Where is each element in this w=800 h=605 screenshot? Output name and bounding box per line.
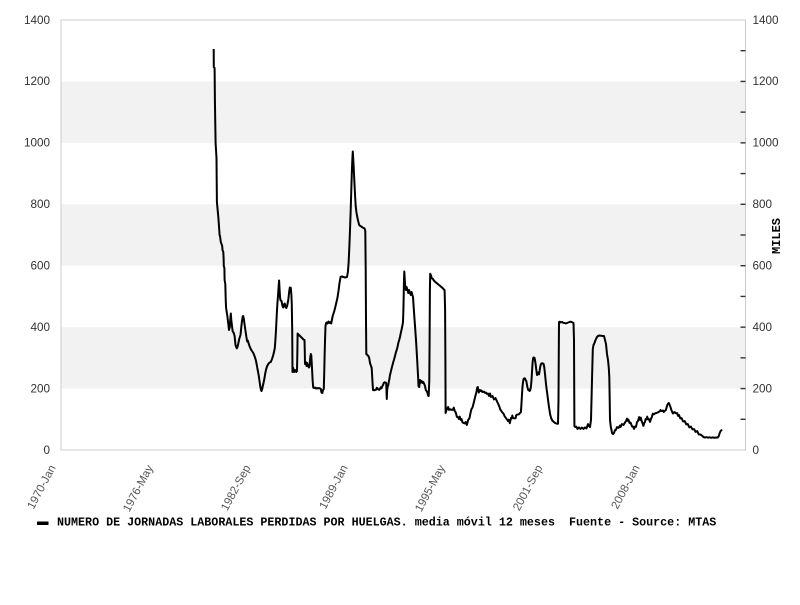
svg-text:1200: 1200: [753, 75, 780, 88]
svg-text:1200: 1200: [24, 75, 51, 88]
svg-text:1400: 1400: [24, 14, 51, 27]
svg-text:800: 800: [30, 198, 50, 211]
svg-text:1000: 1000: [24, 137, 51, 150]
svg-text:0: 0: [753, 444, 760, 457]
svg-text:1000: 1000: [753, 137, 780, 150]
svg-text:1400: 1400: [753, 14, 780, 27]
svg-text:200: 200: [753, 382, 773, 395]
svg-text:NUMERO DE JORNADAS LABORALES P: NUMERO DE JORNADAS LABORALES PERDIDAS PO…: [57, 516, 716, 530]
svg-text:600: 600: [30, 260, 50, 273]
svg-text:400: 400: [30, 321, 50, 334]
svg-text:200: 200: [30, 382, 50, 395]
svg-text:800: 800: [753, 198, 773, 211]
svg-text:0: 0: [43, 444, 50, 457]
svg-text:400: 400: [753, 321, 773, 334]
svg-text:MILES: MILES: [770, 218, 784, 254]
svg-text:600: 600: [753, 260, 773, 273]
